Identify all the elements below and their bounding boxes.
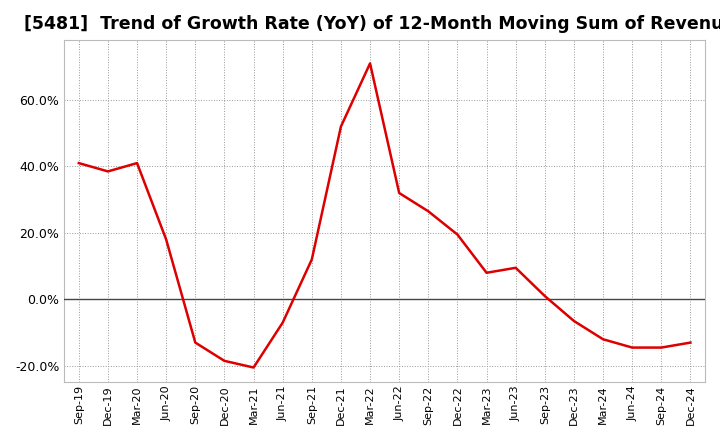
Title: [5481]  Trend of Growth Rate (YoY) of 12-Month Moving Sum of Revenues: [5481] Trend of Growth Rate (YoY) of 12-… [24, 15, 720, 33]
